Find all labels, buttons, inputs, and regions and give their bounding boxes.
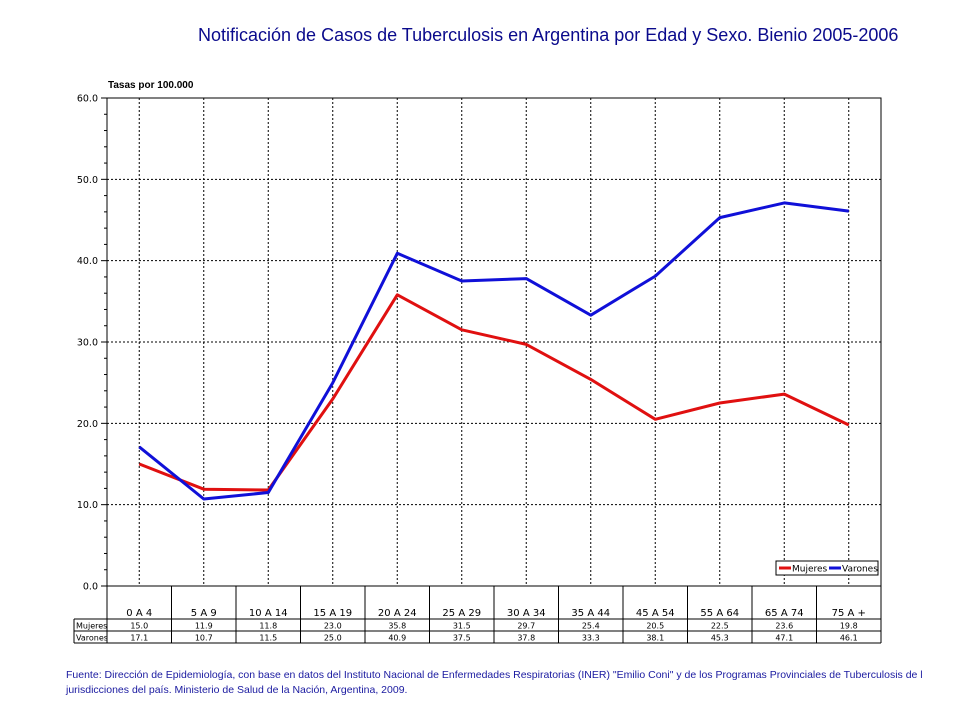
table-cell: 47.1 xyxy=(775,634,793,643)
x-tick-label: 0 A 4 xyxy=(126,608,152,619)
x-tick-label: 5 A 9 xyxy=(191,608,217,619)
line-chart: 0.0 10.0 20.0 30.0 40.0 50.0 60.0 0 A 4 5 A 9 10 … xyxy=(73,94,882,644)
x-tick-label: 45 A 54 xyxy=(636,608,675,619)
table-cell: 35.8 xyxy=(388,622,406,631)
x-tick-label: 20 A 24 xyxy=(378,608,417,619)
table-cell: 23.0 xyxy=(324,622,342,631)
legend-box xyxy=(775,560,879,576)
x-tick-label: 55 A 64 xyxy=(700,608,739,619)
x-tick-label: 15 A 19 xyxy=(313,608,352,619)
table-cell: 20.5 xyxy=(646,622,664,631)
source-note: Fuente: Dirección de Epidemiología, con … xyxy=(66,668,946,698)
table-row-label: Mujeres xyxy=(76,622,107,631)
x-tick-label: 75 A + xyxy=(832,608,866,619)
table-cell: 38.1 xyxy=(646,634,664,643)
y-tick-label: 10.0 xyxy=(77,500,98,511)
source-line-2: jurisdicciones del país. Ministerio de S… xyxy=(66,684,408,696)
table-cell: 23.6 xyxy=(775,622,793,631)
table-cell: 11.9 xyxy=(195,622,213,631)
table-cell: 37.5 xyxy=(453,634,471,643)
x-tick-label: 10 A 14 xyxy=(249,608,288,619)
table-cell: 31.5 xyxy=(453,622,471,631)
table-cell: 17.1 xyxy=(130,634,148,643)
legend-label: Varones xyxy=(842,565,878,575)
table-cell: 15.0 xyxy=(130,622,148,631)
series-line-mujeres xyxy=(138,293,850,492)
table-cell: 22.5 xyxy=(711,622,729,631)
y-tick-label: 0.0 xyxy=(83,582,98,593)
y-tick-label: 30.0 xyxy=(77,338,98,349)
y-tick-label: 40.0 xyxy=(77,256,98,267)
table-cell: 40.9 xyxy=(388,634,406,643)
legend-label: Mujeres xyxy=(792,565,828,575)
table-cell: 11.8 xyxy=(259,622,277,631)
y-tick-label: 50.0 xyxy=(77,175,98,186)
table-cell: 10.7 xyxy=(195,634,213,643)
source-line-1: Fuente: Dirección de Epidemiología, con … xyxy=(66,669,923,681)
y-tick-label: 60.0 xyxy=(77,94,98,105)
table-cell: 33.3 xyxy=(582,634,600,643)
y-axis-label: Tasas por 100.000 xyxy=(108,80,194,91)
table-cell: 29.7 xyxy=(517,622,535,631)
table-cell: 25.0 xyxy=(324,634,342,643)
table-row-label: Varones xyxy=(76,634,108,643)
x-tick-label: 30 A 34 xyxy=(507,608,546,619)
table-cell: 19.8 xyxy=(840,622,858,631)
table-cell: 46.1 xyxy=(840,634,858,643)
x-tick-label: 65 A 74 xyxy=(765,608,804,619)
series-line-varones xyxy=(138,201,849,501)
x-tick-label: 25 A 29 xyxy=(442,608,481,619)
x-tick-label: 35 A 44 xyxy=(571,608,610,619)
table-cell: 37.8 xyxy=(517,634,535,643)
table-cell: 11.5 xyxy=(259,634,277,643)
y-tick-label: 20.0 xyxy=(77,419,98,430)
table-cell: 45.3 xyxy=(711,634,729,643)
chart-title: Notificación de Casos de Tuberculosis en… xyxy=(198,25,899,45)
table-cell: 25.4 xyxy=(582,622,600,631)
